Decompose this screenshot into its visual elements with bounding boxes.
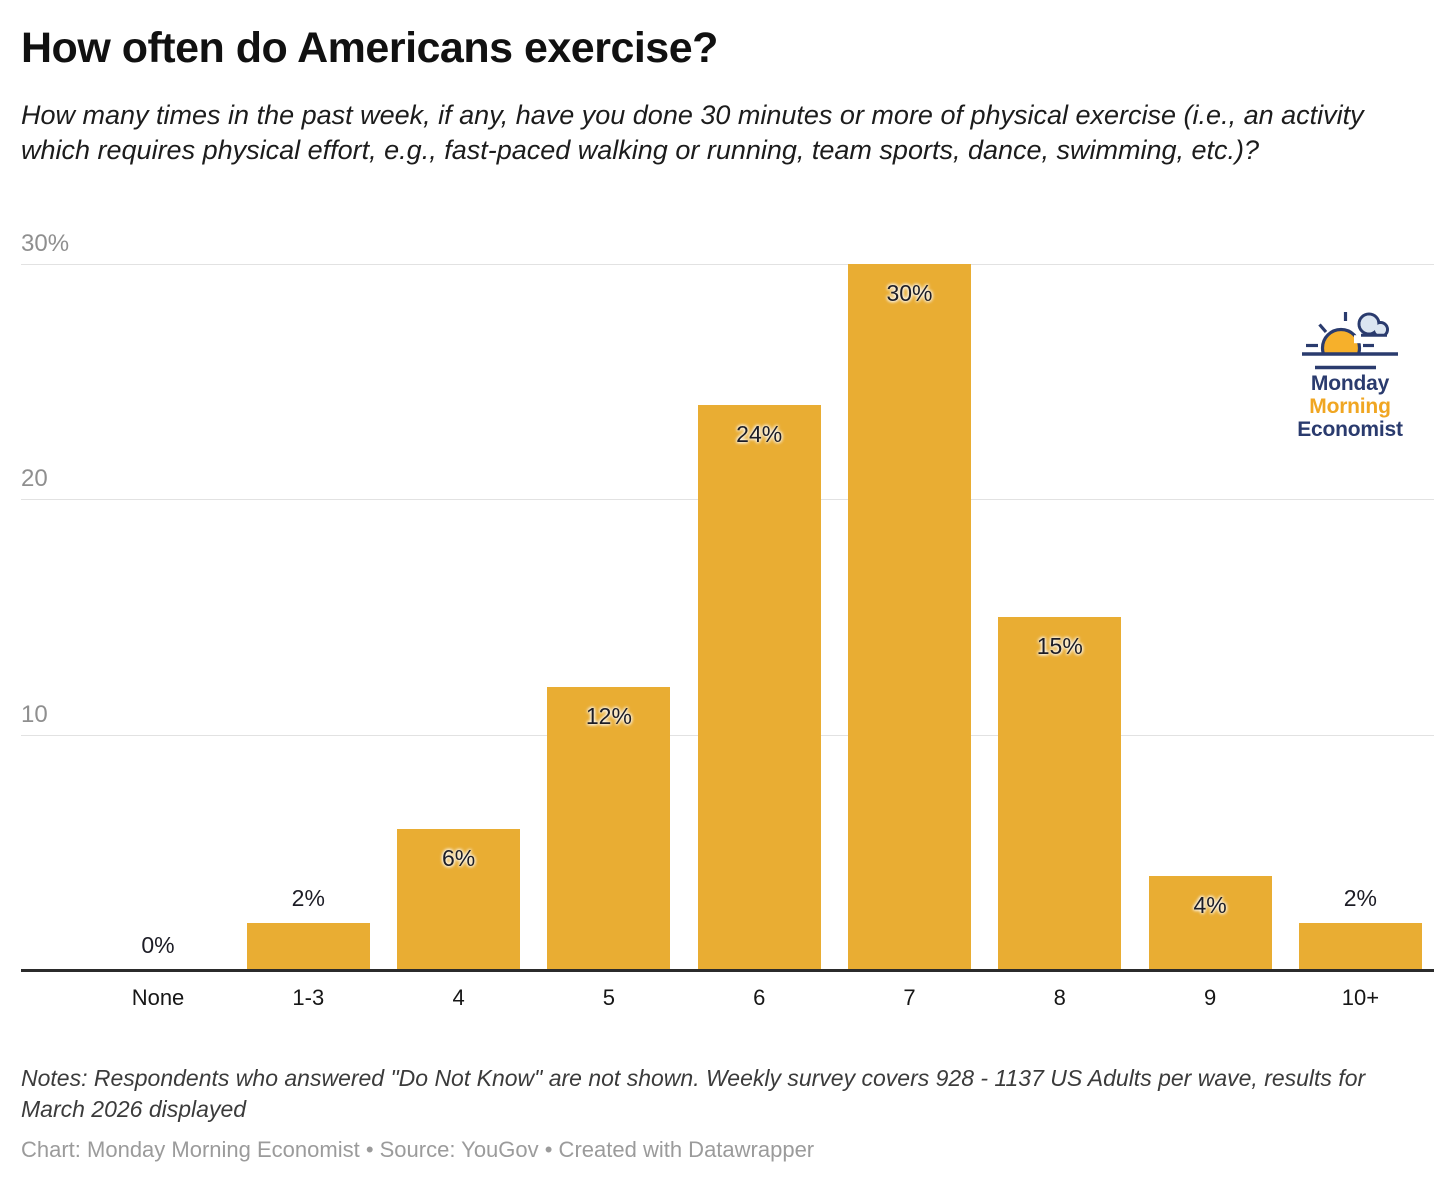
x-axis-label-9: 9 [1203,985,1217,1010]
chart-title: How often do Americans exercise? [21,24,718,72]
x-axis-label-8: 8 [1053,985,1066,1010]
bar-value-label: 12% [585,703,632,730]
x-axis-label-None: None [131,985,185,1010]
bar-value-label: 0% [141,932,175,958]
logo-text-economist: Economist [1297,418,1403,441]
bar-4[interactable] [397,828,521,970]
bar-value-label: 2% [1343,884,1378,911]
x-axis-label-4: 4 [452,985,465,1010]
chart-notes: Notes: Respondents who answered "Do Not … [21,1065,1366,1122]
bar-9[interactable] [1148,875,1272,970]
sunrise-cloud-icon [1302,312,1398,370]
bar-value-label: 15% [1036,632,1083,659]
x-axis-label-7: 7 [903,985,916,1010]
x-axis-label-6: 6 [753,985,766,1010]
chart-subtitle: How many times in the past week, if any,… [21,100,1364,165]
bar-6[interactable] [697,404,821,970]
y-axis-tick-label: 30% [21,229,70,257]
bar-10+[interactable] [1298,922,1422,970]
y-gridline-30 [21,263,1434,265]
bar-value-label: 6% [441,844,476,871]
bar-chart-plot-area: 10 20 30% 0% None 2% 1-3 6% 4 12% 5 24% 6 30% 7 15% 8 4% 9… [0,230,1456,1030]
bar-value-label: 30% [886,279,933,306]
x-axis-label-10+: 10+ [1341,985,1380,1010]
logo-text-morning: Morning [1309,395,1391,418]
chart-credits: Chart: Monday Morning Economist • Source… [21,1137,815,1162]
x-axis-label-1-3: 1-3 [292,985,325,1010]
bar-8[interactable] [998,616,1122,970]
bar-7[interactable] [848,263,971,970]
logo-monday-morning-economist: Monday Morning Economist [1295,304,1405,441]
logo-text-monday: Monday [1310,372,1390,395]
y-axis-tick-label: 10 [21,700,48,728]
x-axis-line [21,969,1434,972]
bar-value-label: 24% [736,420,783,447]
x-axis-label-5: 5 [602,985,616,1010]
bar-1-3[interactable] [246,922,370,970]
y-axis-tick-label: 20 [21,465,48,492]
bar-value-label: 4% [1193,891,1227,918]
bar-5[interactable] [547,687,671,970]
bar-value-label: 2% [291,884,325,911]
